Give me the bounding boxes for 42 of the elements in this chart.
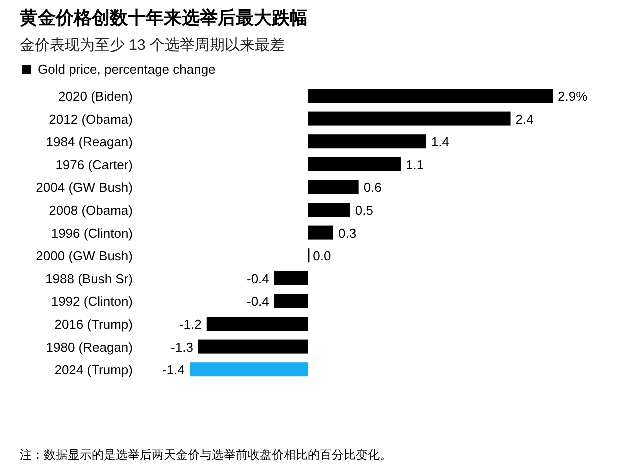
y-tick-label: 2008 (Obama) — [49, 203, 133, 218]
y-tick-label: 1976 (Carter) — [56, 157, 133, 172]
data-label: -0.4 — [247, 271, 270, 286]
chart-subtitle: 金价表现为至少 13 个选举周期以来最差 — [20, 37, 286, 54]
legend-label: Gold price, percentage change — [38, 62, 216, 77]
data-label: 0.6 — [364, 180, 382, 196]
data-label: 1.1 — [406, 157, 424, 172]
y-tick-label: 2016 (Trump) — [54, 317, 133, 332]
data-label: -1.3 — [171, 340, 194, 355]
y-tick-label: 2024 (Trump) — [54, 362, 133, 378]
y-tick-label: 2020 (Biden) — [58, 89, 133, 104]
y-tick-label: 2000 (GW Bush) — [36, 248, 133, 264]
bar — [308, 112, 511, 126]
data-label: 2.9% — [558, 89, 588, 104]
y-tick-label: 1996 (Clinton) — [51, 226, 133, 241]
bar — [308, 89, 553, 103]
data-label: -0.4 — [247, 294, 270, 310]
data-label: 0.5 — [355, 203, 374, 218]
bar — [274, 294, 308, 308]
data-label: 1.4 — [431, 134, 450, 150]
bar — [308, 203, 350, 217]
y-tick-label: 1988 (Bush Sr) — [46, 271, 133, 286]
bar — [198, 340, 308, 354]
y-tick-label: 2004 (GW Bush) — [36, 180, 133, 196]
data-label: 2.4 — [516, 112, 534, 127]
text: 注：数据显示的是选举后两天金价与选举前收盘价相比的百分比变化。 — [20, 448, 392, 462]
data-label: -1.4 — [162, 362, 185, 378]
data-label: -1.2 — [179, 317, 202, 332]
y-tick-label: 1980 (Reagan) — [46, 340, 133, 355]
bar — [190, 362, 308, 377]
bar — [308, 226, 334, 240]
bar — [274, 271, 308, 286]
y-tick-label: 1992 (Clinton) — [51, 294, 133, 310]
bar — [308, 134, 426, 149]
y-tick-label: 2012 (Obama) — [49, 112, 133, 127]
data-label: 0.3 — [338, 226, 357, 241]
chart-title: 黄金价格创数十年来选举后最大跌幅 — [19, 8, 308, 28]
bar — [206, 317, 308, 331]
y-tick-label: 1984 (Reagan) — [46, 134, 133, 150]
bar — [308, 180, 359, 194]
data-label: 0.0 — [313, 248, 332, 264]
bar — [308, 157, 402, 172]
